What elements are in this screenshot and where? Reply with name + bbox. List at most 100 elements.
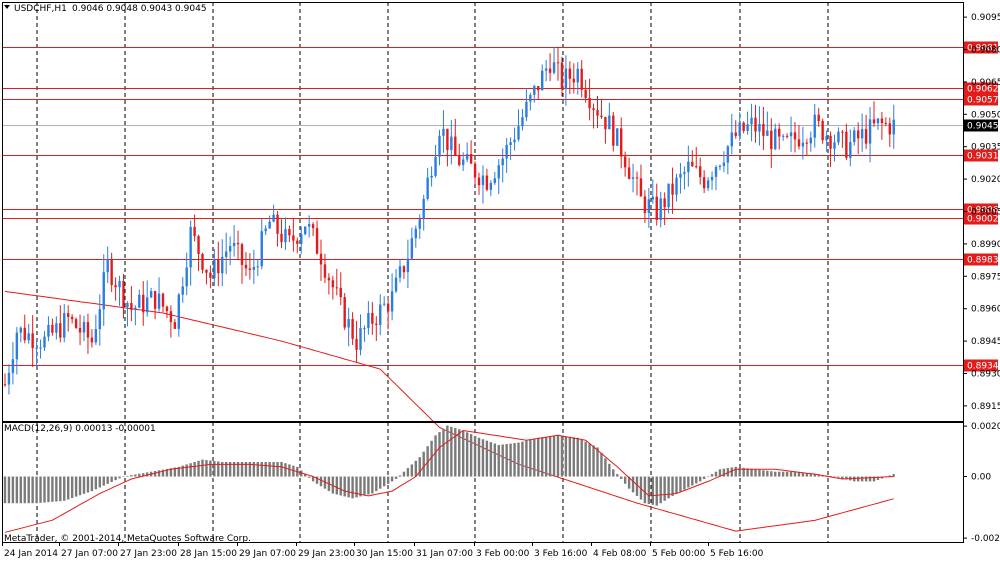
candle-body xyxy=(683,172,686,174)
candle-body xyxy=(525,101,528,118)
macd-bar xyxy=(710,474,714,477)
candle-body xyxy=(161,293,165,307)
price-tick-label: 0.8915 xyxy=(971,402,1000,412)
macd-bar xyxy=(142,473,145,477)
macd-bar xyxy=(687,476,690,488)
moving-average-line xyxy=(4,290,894,532)
candle-body xyxy=(821,120,824,141)
candle-body xyxy=(438,135,441,157)
macd-bar xyxy=(853,476,856,482)
macd-bar xyxy=(371,476,374,494)
macd-bar xyxy=(244,462,248,477)
candle-body xyxy=(604,116,607,130)
candle-body xyxy=(31,333,34,349)
candle-body xyxy=(493,178,496,183)
candle-body xyxy=(454,136,457,156)
candle-body xyxy=(414,228,417,239)
macd-bar xyxy=(521,441,524,477)
macd-bar xyxy=(272,462,275,477)
macd-bar xyxy=(130,475,133,477)
candle-body xyxy=(228,246,232,252)
candle-body xyxy=(857,130,860,139)
candle-body xyxy=(367,312,370,329)
macd-bar xyxy=(635,476,639,496)
candle-body xyxy=(746,124,749,131)
macd-bar xyxy=(410,464,414,477)
macd-bar xyxy=(623,476,627,484)
price-tick-label: 0.9020 xyxy=(971,175,1000,185)
candle-body xyxy=(541,70,544,91)
level-label-text: 0.9002 xyxy=(967,215,999,225)
macd-bar xyxy=(70,476,74,499)
time-tick-label: 4 Feb 08:00 xyxy=(593,549,647,559)
macd-bar xyxy=(11,476,15,504)
candle-body xyxy=(264,228,267,232)
macd-bar xyxy=(363,476,366,496)
dropdown-icon[interactable] xyxy=(4,5,10,9)
candle-body xyxy=(39,347,42,349)
candle-body xyxy=(430,175,433,178)
candle-body xyxy=(853,130,856,142)
macd-bar xyxy=(857,476,860,482)
macd-bar xyxy=(319,476,323,487)
macd-bar xyxy=(671,476,674,496)
candle-body xyxy=(323,264,327,278)
macd-bar xyxy=(592,445,595,477)
macd-bar xyxy=(714,471,718,477)
macd-bar xyxy=(335,476,338,495)
candle-body xyxy=(142,294,145,313)
candle-body xyxy=(805,142,809,144)
macd-bar xyxy=(102,476,105,486)
candle-body xyxy=(43,336,46,348)
candle-body xyxy=(260,231,263,267)
candle-body xyxy=(726,146,730,163)
candle-body xyxy=(59,323,62,338)
macd-bar xyxy=(402,471,406,477)
macd-bar xyxy=(165,468,169,477)
time-tick-label: 3 Feb 00:00 xyxy=(476,549,530,559)
macd-bar xyxy=(679,476,682,492)
candle-body xyxy=(47,324,50,337)
time-tick-label: 30 Jan 15:00 xyxy=(356,549,413,559)
candle-body xyxy=(481,175,485,186)
price-tick-label: 0.9065 xyxy=(971,78,1000,88)
macd-bar xyxy=(841,476,844,479)
macd-bar xyxy=(659,476,662,504)
macd-bar xyxy=(805,473,809,477)
candle-body xyxy=(146,297,149,313)
candle-body xyxy=(465,153,469,160)
price-tick-label: 0.8990 xyxy=(971,240,1000,250)
macd-bar xyxy=(185,464,188,477)
macd-bar xyxy=(552,435,556,477)
candle-body xyxy=(473,163,477,178)
macd-bar xyxy=(126,475,129,477)
macd-bar xyxy=(98,476,101,488)
macd-bar xyxy=(47,476,50,503)
macd-bar xyxy=(529,439,532,477)
price-tick-label: 0.9035 xyxy=(971,143,1000,153)
candle-body xyxy=(742,122,745,131)
candle-body xyxy=(153,291,157,309)
candle-body xyxy=(343,297,346,328)
macd-bar xyxy=(189,463,192,477)
macd-title: MACD(12,26,9) 0.00013 -0.00001 xyxy=(4,424,156,434)
macd-bar xyxy=(94,476,98,490)
candle-body xyxy=(687,161,690,173)
candle-body xyxy=(3,384,7,386)
candle-body xyxy=(462,159,465,166)
level-label-text: 0.9081 xyxy=(967,44,999,54)
macd-bar xyxy=(90,476,94,492)
macd-bar xyxy=(114,476,117,481)
candle-body xyxy=(497,165,500,179)
candle-body xyxy=(169,311,173,323)
macd-bar xyxy=(454,428,457,477)
macd-bar xyxy=(35,476,38,504)
macd-bar xyxy=(876,476,880,480)
candle-body xyxy=(450,136,453,150)
candle-body xyxy=(185,267,188,287)
macd-bar xyxy=(161,469,165,477)
candle-body xyxy=(489,182,493,190)
macd-bar xyxy=(663,476,666,501)
macd-bar xyxy=(667,476,670,499)
